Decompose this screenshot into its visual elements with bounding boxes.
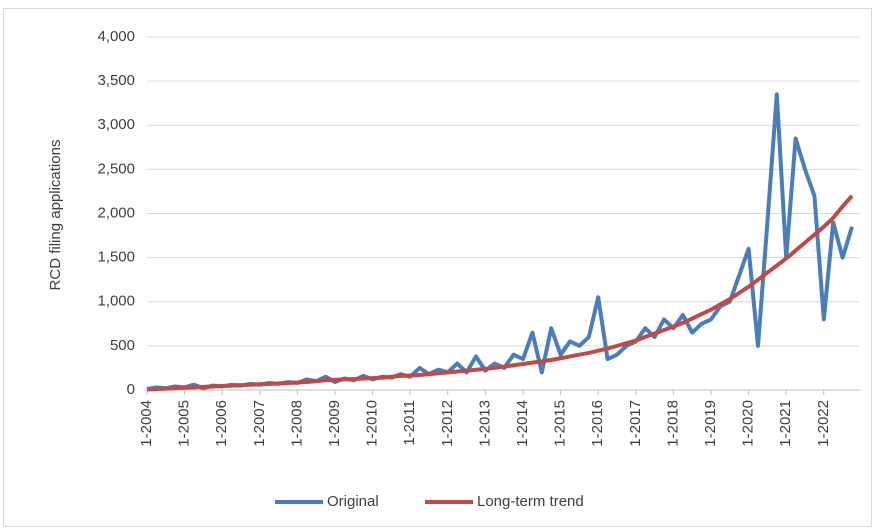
x-tick-label: 1-2012: [439, 400, 456, 447]
legend-label: Long-term trend: [477, 493, 584, 510]
y-tick-label: 0: [127, 381, 135, 398]
x-tick-label: 1-2019: [702, 400, 719, 447]
y-tick-label: 2,000: [97, 204, 135, 221]
x-tick-label: 1-2011: [401, 400, 418, 446]
x-tick-label: 1-2013: [476, 400, 493, 447]
x-tick-label: 1-2004: [138, 400, 155, 447]
chart-frame: [3, 8, 872, 527]
x-tick-label: 1-2016: [589, 400, 606, 447]
x-tick-label: 1-2022: [815, 400, 832, 447]
y-axis-label: RCD filing applications: [47, 140, 64, 291]
y-tick-label: 500: [110, 337, 135, 354]
x-tick-label: 1-2008: [288, 400, 305, 447]
y-tick-label: 1,500: [97, 249, 135, 266]
x-tick-label: 1-2006: [213, 400, 230, 447]
x-tick-label: 1-2020: [740, 400, 757, 447]
y-tick-label: 2,500: [97, 160, 135, 177]
x-tick-label: 1-2017: [627, 400, 644, 447]
x-tick-label: 1-2009: [326, 400, 343, 447]
x-tick-label: 1-2005: [176, 400, 193, 447]
series-line: [146, 194, 854, 392]
x-tick-label: 1-2021: [777, 400, 794, 447]
x-tick-label: 1-2015: [552, 400, 569, 447]
y-tick-label: 4,000: [97, 28, 135, 45]
x-tick-label: 1-2007: [251, 400, 268, 447]
y-tick-label: 3,500: [97, 72, 135, 89]
x-tick-label: 1-2014: [514, 400, 531, 447]
y-tick-label: 3,000: [97, 116, 135, 133]
x-tick-label: 1-2018: [664, 400, 681, 447]
x-tick-label: 1-2010: [364, 400, 381, 447]
y-tick-label: 1,000: [97, 293, 135, 310]
legend-label: Original: [327, 493, 379, 510]
